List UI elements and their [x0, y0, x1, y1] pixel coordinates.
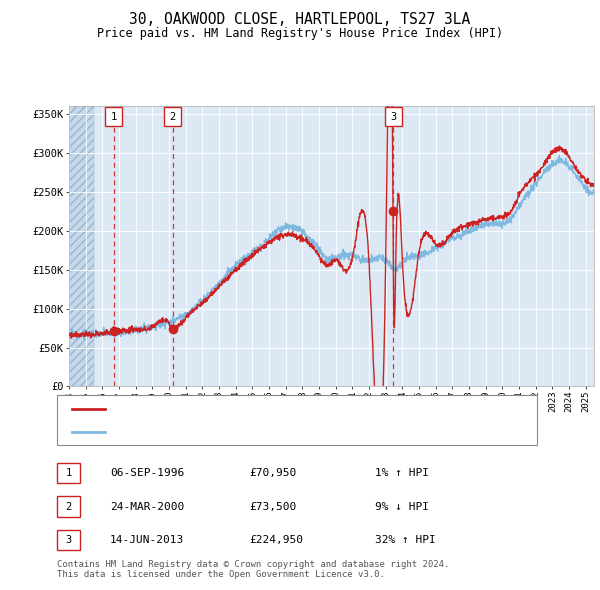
Text: 1: 1	[110, 112, 116, 122]
Text: 30, OAKWOOD CLOSE, HARTLEPOOL, TS27 3LA: 30, OAKWOOD CLOSE, HARTLEPOOL, TS27 3LA	[130, 12, 470, 27]
Text: 24-MAR-2000: 24-MAR-2000	[110, 502, 184, 512]
Text: 9% ↓ HPI: 9% ↓ HPI	[375, 502, 429, 512]
Text: HPI: Average price, detached house, Hartlepool: HPI: Average price, detached house, Hart…	[112, 427, 400, 437]
Text: 14-JUN-2013: 14-JUN-2013	[110, 535, 184, 545]
Text: Price paid vs. HM Land Registry's House Price Index (HPI): Price paid vs. HM Land Registry's House …	[97, 27, 503, 40]
Text: 1% ↑ HPI: 1% ↑ HPI	[375, 468, 429, 478]
Text: 06-SEP-1996: 06-SEP-1996	[110, 468, 184, 478]
Text: 3: 3	[390, 112, 396, 122]
Text: £73,500: £73,500	[249, 502, 296, 512]
Bar	[69, 106, 94, 386]
Text: 32% ↑ HPI: 32% ↑ HPI	[375, 535, 436, 545]
Text: 2: 2	[170, 112, 176, 122]
Text: 2: 2	[65, 502, 71, 512]
Text: 30, OAKWOOD CLOSE, HARTLEPOOL, TS27 3LA (detached house): 30, OAKWOOD CLOSE, HARTLEPOOL, TS27 3LA …	[112, 404, 462, 414]
Text: Contains HM Land Registry data © Crown copyright and database right 2024.
This d: Contains HM Land Registry data © Crown c…	[57, 560, 449, 579]
Text: £224,950: £224,950	[249, 535, 303, 545]
Text: 3: 3	[65, 535, 71, 545]
Text: £70,950: £70,950	[249, 468, 296, 478]
Text: 1: 1	[65, 468, 71, 478]
